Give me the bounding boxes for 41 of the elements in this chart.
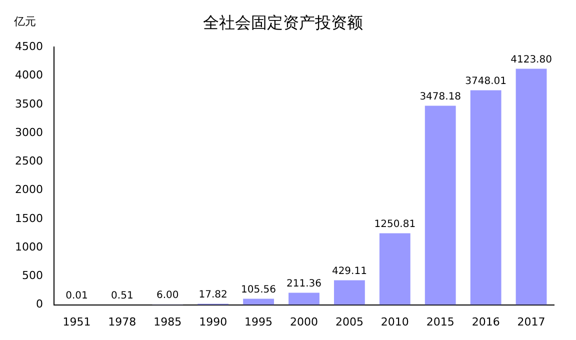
x-tick-label: 1978	[108, 315, 136, 328]
y-tick-label: 500	[22, 269, 43, 282]
data-label: 0.51	[111, 290, 134, 302]
y-tick-label: 3000	[14, 126, 43, 139]
y-tick-label: 1000	[14, 240, 43, 254]
y-tick-label: 0	[36, 298, 43, 311]
bar	[424, 106, 456, 305]
x-tick-label: 2010	[380, 315, 409, 328]
chart-title: 全社会固定资产投资额	[203, 12, 363, 32]
data-label: 0.01	[66, 290, 88, 302]
y-tick-label: 2000	[14, 183, 43, 196]
x-tick-label: 1985	[154, 315, 182, 328]
data-label: 105.56	[241, 284, 276, 296]
x-tick-label: 1990	[199, 315, 228, 328]
data-label: 3478.18	[420, 91, 462, 102]
bar	[470, 90, 502, 305]
data-label: 429.11	[332, 266, 367, 277]
y-tick-label: 3500	[14, 97, 43, 110]
data-label: 1250.81	[374, 218, 416, 230]
y-tick-label: 2500	[14, 154, 43, 168]
bar	[243, 298, 274, 305]
bar	[516, 68, 547, 305]
x-tick-label: 2017	[517, 315, 546, 328]
x-tick-label: 1995	[244, 315, 273, 328]
data-label: 211.36	[286, 278, 322, 290]
bar	[288, 292, 320, 305]
x-tick-label: 2005	[335, 315, 364, 328]
y-tick-label: 1500	[14, 212, 43, 225]
data-label: 6.00	[156, 290, 179, 302]
bar	[379, 233, 410, 305]
bar	[334, 280, 365, 305]
data-label: 17.82	[198, 289, 228, 300]
x-tick-label: 2016	[472, 315, 500, 328]
data-label: 3748.01	[465, 76, 506, 87]
y-tick-label: 4000	[14, 68, 43, 82]
x-tick-label: 2015	[426, 315, 454, 328]
y-tick-label: 4500	[14, 40, 43, 54]
y-axis-title: 亿元	[13, 14, 36, 28]
data-label: 4123.80	[510, 54, 552, 66]
x-tick-label: 1951	[62, 315, 91, 328]
x-tick-label: 2000	[290, 315, 318, 328]
